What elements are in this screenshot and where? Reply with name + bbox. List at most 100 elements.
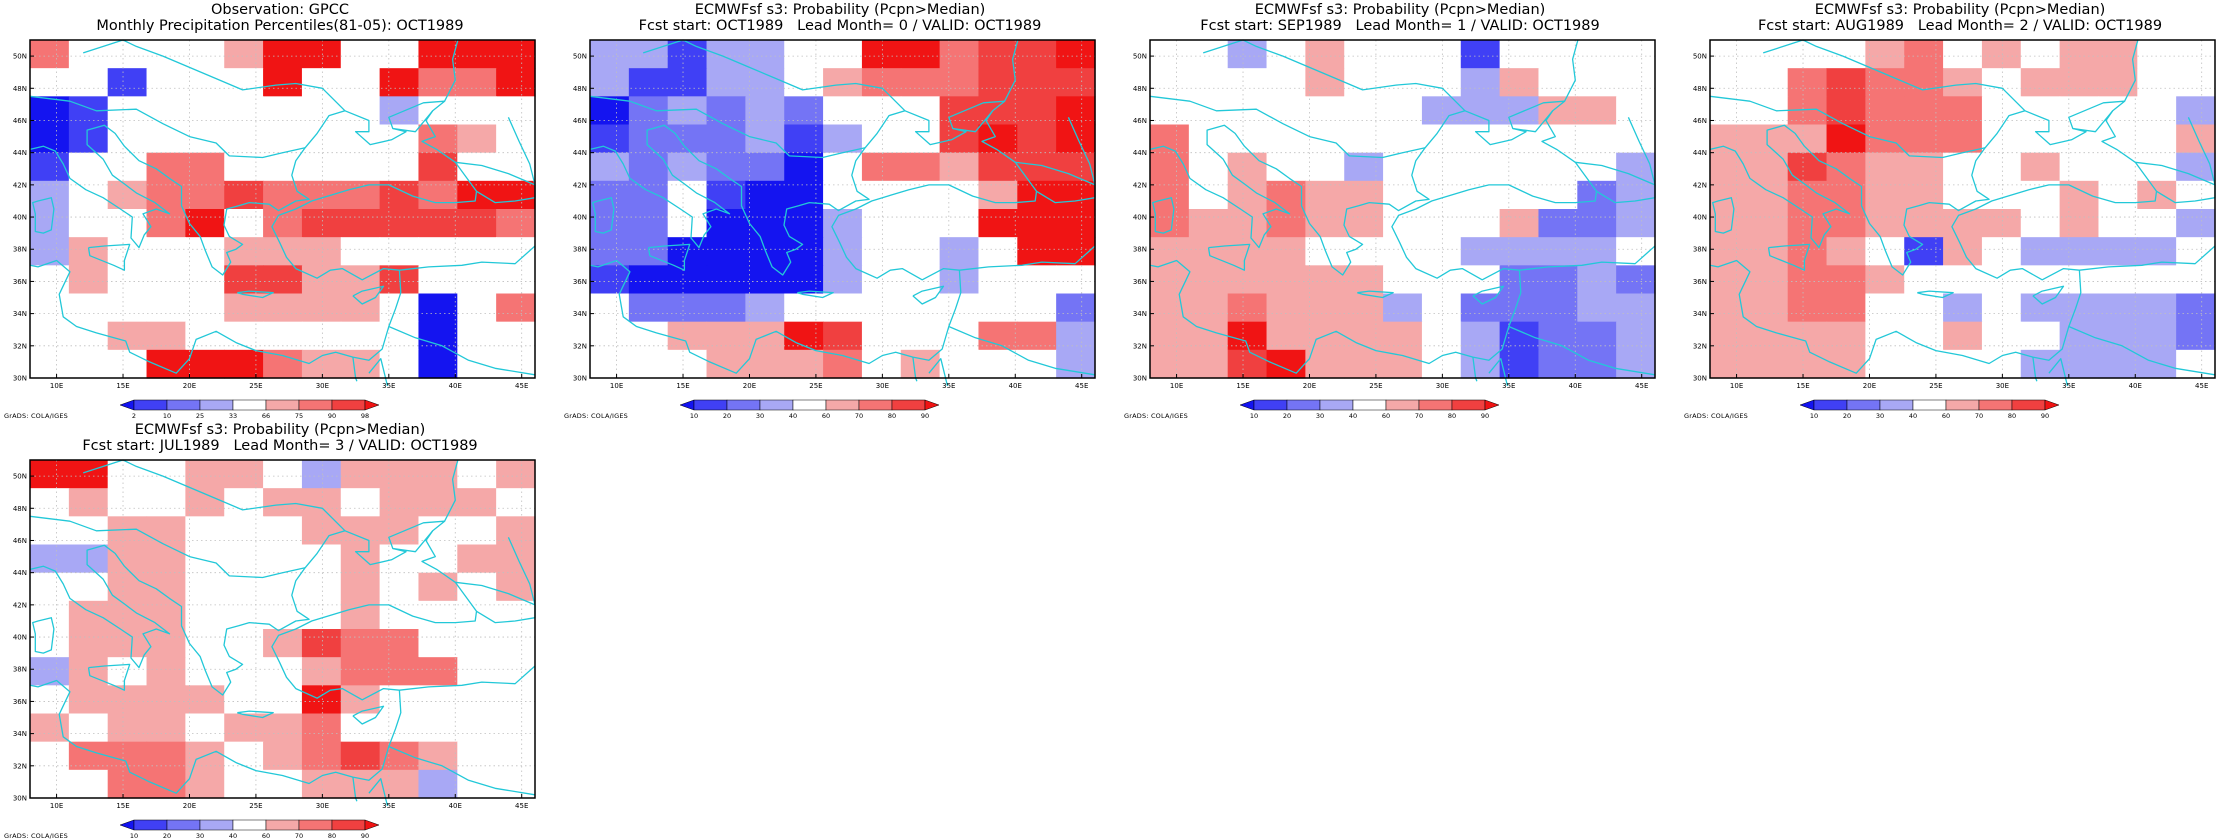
grid-cell <box>667 152 708 182</box>
colorbar: 10 20 30 40 60 70 80 90 <box>1799 399 2060 420</box>
grid-cell <box>1787 68 1828 97</box>
coastline <box>2072 110 2114 133</box>
coastline <box>589 100 1038 374</box>
lon-tick-label: 35E <box>382 382 395 390</box>
grid-cell <box>68 293 109 323</box>
grads-credit: GrADS: COLA/IGES <box>564 412 628 420</box>
coastline <box>1357 290 1394 299</box>
grid-cell <box>2098 68 2138 97</box>
colorbar-segment <box>2044 399 2060 411</box>
colorbar-segment <box>364 819 380 831</box>
grid-cell <box>301 237 342 266</box>
coastline <box>948 325 1096 376</box>
grid-cell <box>590 180 630 210</box>
lat-tick-label: 38N <box>573 246 587 254</box>
grid-cell <box>301 460 342 489</box>
grid-cell <box>340 769 381 799</box>
grid-cell <box>185 685 225 715</box>
colorbar-segment <box>199 819 234 831</box>
coastline <box>912 285 945 305</box>
grid-cell <box>978 237 1018 266</box>
grid-cell <box>1748 209 1789 238</box>
coastline <box>392 530 434 553</box>
axis-ticks: 10E 15E 20E 25E 30E 35E 40E 45E 30N 32N 34N 36N 38N 4… <box>13 53 529 390</box>
grid-cell <box>628 68 669 97</box>
coastline <box>2048 358 2069 387</box>
colorbar-tick-label: 70 <box>295 832 303 840</box>
grid-cell <box>1826 237 1866 266</box>
grid-cell <box>1981 180 2022 210</box>
coastline <box>368 358 389 387</box>
grid-cell <box>1865 293 1905 323</box>
grid-cell <box>1460 265 1501 295</box>
lon-tick-label: 25E <box>249 382 262 390</box>
grid-cell <box>706 237 746 266</box>
grid-cell <box>68 152 109 182</box>
map-frame <box>1709 39 2216 379</box>
grid-cell <box>107 40 148 69</box>
grid-cell <box>457 293 497 323</box>
grid-cell <box>301 209 342 238</box>
grid-cell <box>301 124 342 154</box>
probability-map: 10E 15E 20E 25E 30E 35E 40E 45E 30N 32N 34N 36N 38N 4… <box>573 39 1096 420</box>
grid-cell <box>1616 40 1656 69</box>
grid-cell <box>301 572 342 602</box>
grid-cell <box>68 68 109 97</box>
grid-cell <box>823 124 863 154</box>
grid-cell <box>1538 152 1578 182</box>
grid-cell <box>1227 265 1268 295</box>
grid-cell <box>1981 68 2022 97</box>
lat-tick-label: 42N <box>13 181 27 189</box>
grid-cell <box>2059 152 2100 182</box>
coastline <box>392 110 434 133</box>
grid-cell <box>68 572 109 602</box>
panel-title: ECMWFsf s3: Probability (Pcpn>Median) <box>1254 2 1546 18</box>
grid-cell <box>1748 293 1789 323</box>
grid-cell <box>30 209 70 238</box>
coastline <box>1762 39 2026 112</box>
grid-cell <box>340 685 381 715</box>
grid-cell <box>185 488 225 517</box>
grid-cell <box>379 180 420 210</box>
panel-lead-0: ECMWFsf s3: Probability (Pcpn>Median) Fc… <box>560 0 1120 420</box>
grid-cell <box>185 349 225 379</box>
grid-cell <box>628 152 669 182</box>
grid-cell <box>939 152 980 182</box>
grid-cell <box>1943 349 1983 379</box>
grid-cell <box>1383 152 1423 182</box>
grid-cell <box>496 293 536 323</box>
grads-credit: GrADS: COLA/IGES <box>1124 412 1188 420</box>
grid-cell <box>1150 40 1190 69</box>
colorbar-segment <box>1799 399 1815 411</box>
grid-cell <box>379 349 420 379</box>
grid-cell <box>1383 124 1423 154</box>
grid-cell <box>263 265 303 295</box>
grid-cell <box>1421 293 1462 323</box>
grid-cell <box>2176 40 2216 69</box>
grid-cell <box>379 629 420 658</box>
grid-cell <box>590 237 630 266</box>
grid-cell <box>1577 349 1617 379</box>
grid-cell <box>1266 237 1306 266</box>
grid-cell <box>1150 152 1190 182</box>
grid-cell <box>978 293 1018 323</box>
grid-cell <box>1383 68 1423 97</box>
grid-cell <box>1421 349 1462 379</box>
lat-tick-label: 44N <box>1693 149 1707 157</box>
grid-cell <box>340 40 381 69</box>
colorbar: 10 20 30 40 60 70 80 90 <box>679 399 940 420</box>
grid-cell <box>301 600 342 630</box>
grid-cell <box>263 40 303 69</box>
grid-cell <box>1227 349 1268 379</box>
grid-cell <box>667 40 708 69</box>
grid-cell <box>2059 68 2100 97</box>
lon-tick-label: 10E <box>1170 382 1183 390</box>
grid-cell <box>2098 152 2138 182</box>
lon-tick-label: 20E <box>1863 382 1876 390</box>
grid-cell <box>340 488 381 517</box>
grid-cell <box>30 488 70 517</box>
lat-tick-label: 30N <box>1133 375 1147 383</box>
coastline <box>642 39 906 112</box>
lat-tick-label: 42N <box>1133 181 1147 189</box>
grid-cell <box>1460 321 1501 351</box>
